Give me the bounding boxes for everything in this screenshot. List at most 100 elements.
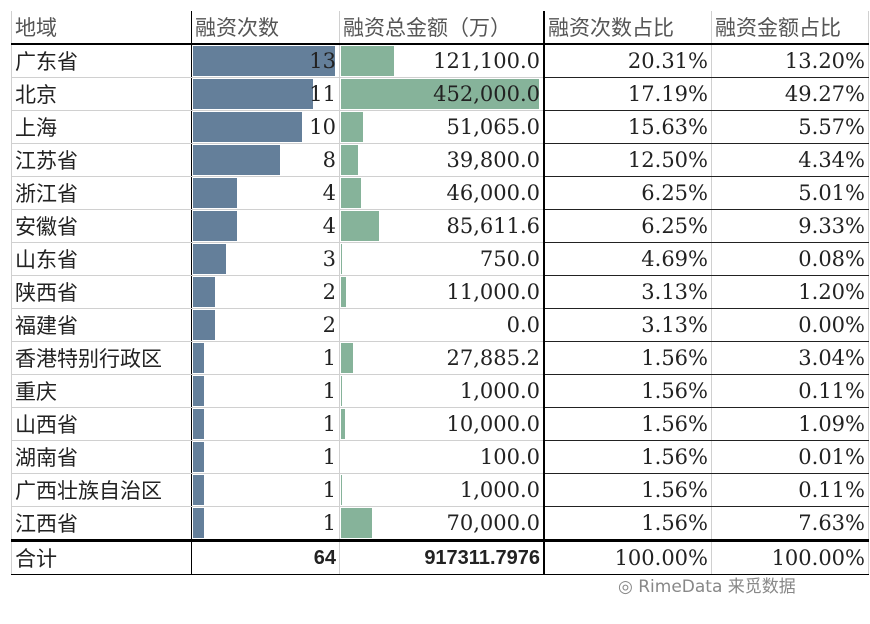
table-row: 山西省 1 10,000.0 1.56% 1.09%	[11, 407, 869, 441]
count-share-cell: 1.56%	[544, 374, 712, 408]
count-share-cell-text: 6.25%	[641, 214, 708, 238]
region-cell: 山东省	[11, 242, 192, 276]
total-cell: 64	[191, 539, 340, 575]
count-cell: 1	[191, 506, 340, 541]
amount-cell: 27,885.2	[339, 341, 545, 375]
count-share-cell-text: 20.31%	[627, 49, 708, 73]
total-row: 合计 64 917311.7976 100.00% 100.00%	[11, 539, 869, 575]
count-share-cell: 1.56%	[544, 473, 712, 507]
amount-share-cell-text: 0.08%	[798, 247, 865, 271]
region-cell-text: 上海	[15, 116, 57, 140]
region-cell: 香港特别行政区	[11, 341, 192, 375]
total-cell-text: 合计	[15, 547, 57, 571]
region-cell-text: 江苏省	[15, 149, 78, 173]
table-row: 江西省 1 70,000.0 1.56% 7.63%	[11, 506, 869, 541]
table-row: 广西壮族自治区 1 1,000.0 1.56% 0.11%	[11, 473, 869, 507]
region-cell: 北京	[11, 77, 192, 111]
amount-share-cell-text: 0.01%	[798, 445, 865, 469]
amount-share-cell-text: 0.00%	[798, 313, 865, 337]
amount-share-cell: 13.20%	[711, 44, 869, 78]
region-cell: 江西省	[11, 506, 192, 541]
region-cell: 湖南省	[11, 440, 192, 474]
amount-cell-text: 0.0	[506, 313, 540, 337]
count-share-cell: 4.69%	[544, 242, 712, 276]
amount-cell: 51,065.0	[339, 110, 545, 144]
count-cell: 1	[191, 440, 340, 474]
column-header-text: 地域	[15, 16, 57, 40]
table-row: 福建省 2 0.0 3.13% 0.00%	[11, 308, 869, 342]
amount-share-cell: 5.57%	[711, 110, 869, 144]
count-data-bar	[193, 79, 314, 109]
region-cell: 陕西省	[11, 275, 192, 309]
amount-share-cell: 49.27%	[711, 77, 869, 111]
count-cell: 2	[191, 308, 340, 342]
amount-share-cell: 4.34%	[711, 143, 869, 177]
amount-data-bar	[341, 277, 346, 307]
amount-share-cell: 0.11%	[711, 473, 869, 507]
amount-share-cell: 0.00%	[711, 308, 869, 342]
total-cell: 合计	[11, 539, 192, 575]
count-data-bar	[193, 508, 204, 538]
count-cell: 1	[191, 374, 340, 408]
amount-data-bar	[341, 178, 362, 208]
total-cell-text: 917311.7976	[424, 546, 540, 569]
total-cell: 100.00%	[544, 539, 712, 575]
table-row: 湖南省 1 100.0 1.56% 0.01%	[11, 440, 869, 474]
amount-cell: 70,000.0	[339, 506, 545, 541]
amount-cell-text: 51,065.0	[446, 115, 540, 139]
count-share-cell-text: 15.63%	[627, 115, 708, 139]
count-share-cell-text: 3.13%	[641, 313, 708, 337]
amount-cell: 85,611.6	[339, 209, 545, 243]
region-cell: 广东省	[11, 44, 192, 78]
count-data-bar	[193, 145, 281, 175]
region-cell-text: 江西省	[15, 512, 78, 536]
region-cell-text: 浙江省	[15, 182, 78, 206]
count-share-cell: 1.56%	[544, 440, 712, 474]
amount-cell: 46,000.0	[339, 176, 545, 210]
amount-cell-text: 85,611.6	[446, 214, 540, 238]
count-share-cell-text: 1.56%	[641, 445, 708, 469]
region-cell-text: 香港特别行政区	[15, 347, 162, 371]
count-share-cell-text: 1.56%	[641, 346, 708, 370]
amount-share-cell-text: 5.57%	[798, 115, 865, 139]
count-cell: 11	[191, 77, 340, 111]
count-cell-text: 10	[309, 115, 336, 139]
region-cell-text: 山东省	[15, 248, 78, 272]
amount-share-cell: 1.09%	[711, 407, 869, 441]
amount-cell-text: 1,000.0	[459, 478, 540, 502]
column-header: 融资金额占比	[711, 11, 869, 45]
amount-cell: 39,800.0	[339, 143, 545, 177]
amount-cell: 750.0	[339, 242, 545, 276]
count-cell: 8	[191, 143, 340, 177]
count-share-cell-text: 3.13%	[641, 280, 708, 304]
table-row: 浙江省 4 46,000.0 6.25% 5.01%	[11, 176, 869, 210]
amount-cell-text: 39,800.0	[446, 148, 540, 172]
count-share-cell: 6.25%	[544, 209, 712, 243]
count-data-bar	[193, 211, 237, 241]
amount-share-cell-text: 7.63%	[798, 511, 865, 535]
count-cell-text: 8	[322, 148, 336, 172]
table-row: 陕西省 2 11,000.0 3.13% 1.20%	[11, 275, 869, 309]
column-header: 融资次数占比	[544, 11, 712, 45]
count-share-cell: 3.13%	[544, 275, 712, 309]
region-cell: 重庆	[11, 374, 192, 408]
amount-share-cell-text: 1.09%	[798, 412, 865, 436]
count-cell: 1	[191, 473, 340, 507]
count-data-bar	[193, 409, 204, 439]
column-header-text: 融资次数占比	[548, 16, 674, 40]
count-cell: 10	[191, 110, 340, 144]
total-cell: 100.00%	[711, 539, 869, 575]
table-row: 江苏省 8 39,800.0 12.50% 4.34%	[11, 143, 869, 177]
count-share-cell: 3.13%	[544, 308, 712, 342]
amount-cell: 100.0	[339, 440, 545, 474]
amount-data-bar	[341, 211, 379, 241]
count-share-cell-text: 1.56%	[641, 478, 708, 502]
count-cell-text: 1	[322, 445, 336, 469]
amount-share-cell-text: 0.11%	[798, 478, 865, 502]
amount-cell: 11,000.0	[339, 275, 545, 309]
column-header: 融资总金额（万）	[339, 11, 545, 45]
amount-data-bar	[341, 508, 372, 538]
count-cell-text: 4	[322, 181, 336, 205]
amount-cell: 1,000.0	[339, 473, 545, 507]
count-cell-text: 4	[322, 214, 336, 238]
